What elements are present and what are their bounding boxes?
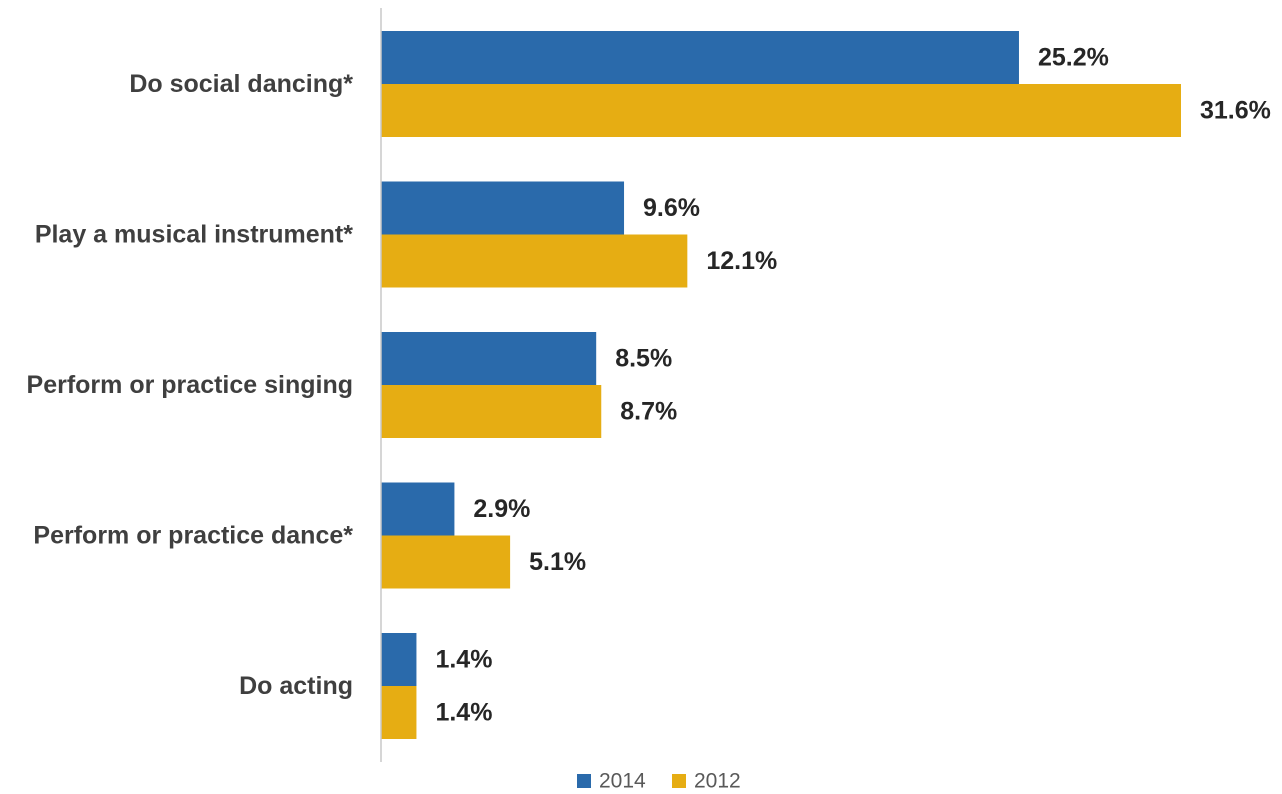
bar-2014-do-acting [381,633,417,686]
bar-2012-do-acting [381,686,417,739]
category-label-perform-or-practice-singing: Perform or practice singing [27,371,353,399]
category-label-do-acting: Do acting [239,672,353,700]
legend-swatch-2012 [672,774,686,788]
legend-label-2012: 2012 [694,770,741,793]
bar-2012-play-a-musical-instrument [381,234,688,288]
legend-label-2014: 2014 [599,770,646,793]
data-label-2014-do-social-dancing: 25.2% [1038,44,1109,72]
data-label-2014-perform-or-practice-singing: 8.5% [615,345,672,373]
labels-layer: 25.2% 31.6% Do social dancing* 9.6%12.1% Pla… [27,44,1271,727]
bar-2014-play-a-musical-instrument [381,181,625,235]
category-label-play-a-musical-instrument: Play a musical instrument* [35,221,353,249]
bar-2012-perform-or-practice-singing [381,385,602,438]
category-label-do-social-dancing: Do social dancing* [129,70,353,98]
data-label-2014-perform-or-practice-dance: 2.9% [473,495,530,523]
category-label-perform-or-practice-dance: Perform or practice dance* [33,522,353,550]
bar-2012-do-social-dancing [381,84,1181,137]
bars-layer [381,31,1181,739]
legend: 2014 2012 [577,770,741,793]
legend-swatch-2014 [577,774,591,788]
data-label-2012-perform-or-practice-singing: 8.7% [620,398,677,426]
data-label-2012-do-acting: 1.4% [435,699,492,727]
bar-2014-perform-or-practice-singing [381,332,597,385]
bar-2012-perform-or-practice-dance [381,535,511,589]
bar-2014-do-social-dancing [381,31,1019,84]
data-label-2014-play-a-musical-instrument: 9.6% [643,194,700,222]
data-label-2012-play-a-musical-instrument: 12.1% [706,247,777,275]
bar-2014-perform-or-practice-dance [381,482,455,536]
data-label-2012-perform-or-practice-dance: 5.1% [529,548,586,576]
data-label-2012-do-social-dancing: 31.6% [1200,97,1271,125]
data-label-2014-do-acting: 1.4% [435,646,492,674]
